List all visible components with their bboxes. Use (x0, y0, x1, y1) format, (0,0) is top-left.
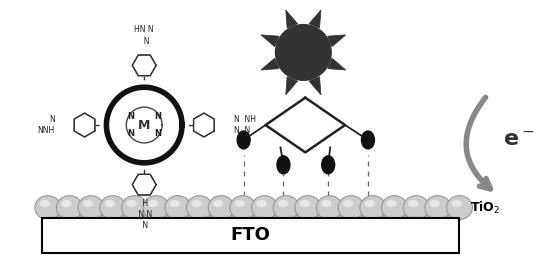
Ellipse shape (430, 200, 440, 207)
Ellipse shape (403, 196, 429, 220)
Polygon shape (286, 10, 297, 28)
Ellipse shape (361, 131, 374, 149)
Ellipse shape (447, 196, 473, 220)
Text: H
 N N
 N: H N N N (136, 199, 153, 230)
Ellipse shape (273, 196, 299, 220)
Ellipse shape (165, 196, 191, 220)
FancyArrowPatch shape (466, 97, 490, 189)
Polygon shape (74, 113, 95, 137)
Ellipse shape (126, 200, 136, 207)
Ellipse shape (321, 200, 332, 207)
Ellipse shape (381, 196, 408, 220)
Polygon shape (132, 174, 156, 195)
Ellipse shape (451, 200, 462, 207)
Ellipse shape (338, 196, 364, 220)
Ellipse shape (235, 200, 245, 207)
Text: M: M (138, 119, 150, 132)
Text: N: N (155, 112, 162, 121)
Ellipse shape (256, 200, 267, 207)
Text: N: N (127, 112, 134, 121)
Ellipse shape (365, 200, 375, 207)
Circle shape (275, 25, 331, 80)
Ellipse shape (425, 196, 451, 220)
Ellipse shape (56, 196, 82, 220)
Ellipse shape (343, 200, 353, 207)
Ellipse shape (105, 200, 115, 207)
Ellipse shape (143, 196, 169, 220)
Ellipse shape (360, 196, 386, 220)
Ellipse shape (83, 200, 93, 207)
Text: e$^-$: e$^-$ (503, 130, 535, 150)
Polygon shape (132, 55, 156, 76)
Ellipse shape (316, 196, 343, 220)
Ellipse shape (230, 196, 256, 220)
Polygon shape (328, 35, 346, 47)
Ellipse shape (408, 200, 418, 207)
Polygon shape (261, 35, 279, 47)
Bar (42, 218, 460, 253)
Ellipse shape (100, 196, 126, 220)
Ellipse shape (237, 131, 250, 149)
Ellipse shape (208, 196, 234, 220)
Ellipse shape (213, 200, 223, 207)
Ellipse shape (61, 200, 71, 207)
Ellipse shape (148, 200, 158, 207)
Ellipse shape (170, 200, 180, 207)
Polygon shape (309, 10, 321, 28)
Ellipse shape (40, 200, 50, 207)
Ellipse shape (386, 200, 397, 207)
Bar (42, 213, 460, 220)
Ellipse shape (78, 196, 104, 220)
Text: N  NH
N  N: N NH N N (234, 115, 256, 135)
Text: TiO$_2$: TiO$_2$ (470, 199, 500, 216)
Polygon shape (286, 77, 297, 95)
Text: FTO: FTO (231, 226, 271, 244)
Ellipse shape (191, 200, 201, 207)
Polygon shape (328, 58, 346, 70)
Polygon shape (193, 113, 214, 137)
Text: N: N (155, 129, 162, 138)
Ellipse shape (277, 156, 290, 174)
Ellipse shape (322, 156, 335, 174)
Text: N: N (127, 129, 134, 138)
Polygon shape (261, 58, 279, 70)
Ellipse shape (251, 196, 278, 220)
Text: HN N
  N: HN N N (134, 25, 154, 46)
Ellipse shape (278, 200, 288, 207)
Text: N
NNH: N NNH (38, 115, 55, 135)
Ellipse shape (186, 196, 212, 220)
Ellipse shape (121, 196, 147, 220)
Ellipse shape (35, 196, 61, 220)
Ellipse shape (300, 200, 310, 207)
Polygon shape (309, 77, 321, 95)
Ellipse shape (295, 196, 321, 220)
